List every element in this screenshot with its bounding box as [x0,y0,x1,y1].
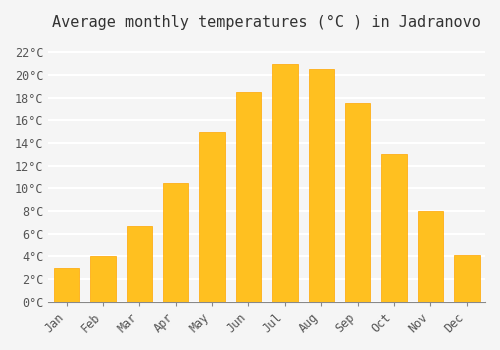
Bar [454,255,479,302]
Bar [345,103,370,302]
Bar [90,256,116,302]
Bar [200,132,225,302]
Bar [54,268,80,302]
Bar [418,211,443,302]
Bar [163,183,188,302]
Bar [308,69,334,302]
Bar [236,92,261,302]
Title: Average monthly temperatures (°C ) in Jadranovo: Average monthly temperatures (°C ) in Ja… [52,15,481,30]
Bar [272,64,297,302]
Bar [126,226,152,302]
Bar [382,154,407,302]
